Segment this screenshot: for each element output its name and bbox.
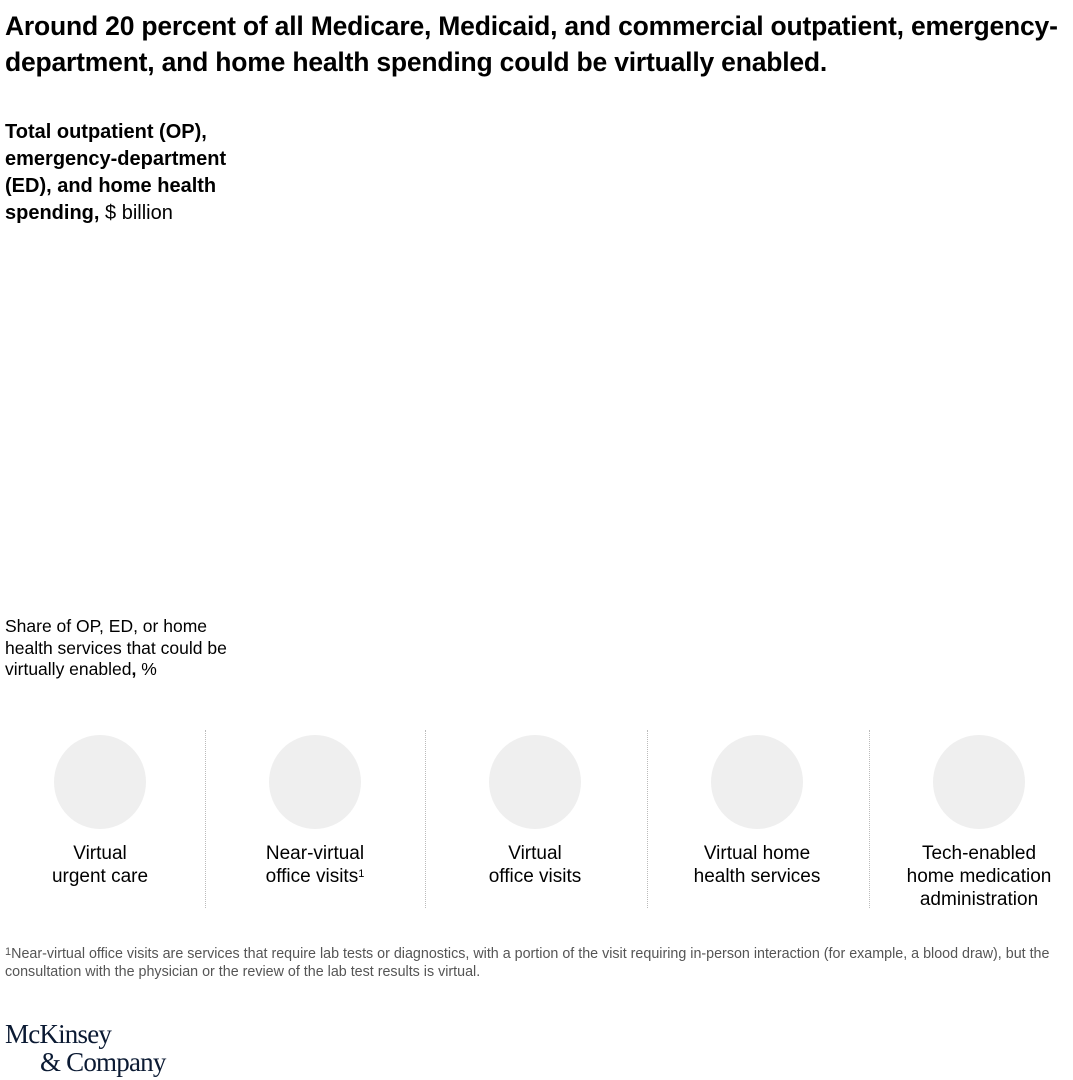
category-line: Virtual bbox=[425, 842, 645, 865]
category-label: Virtual home health services bbox=[647, 842, 867, 888]
logo-line: & Company bbox=[40, 1047, 166, 1077]
category-line: office visits bbox=[425, 865, 645, 888]
spending-label: Total outpatient (OP), emergency-departm… bbox=[5, 119, 275, 227]
category-line: administration bbox=[869, 888, 1073, 911]
category-line: Virtual bbox=[0, 842, 210, 865]
category-line: home medication bbox=[869, 865, 1073, 888]
footnote-text: Near-virtual office visits are services … bbox=[5, 946, 1050, 980]
logo-line: McKinsey bbox=[5, 1019, 112, 1049]
column-divider bbox=[205, 730, 206, 908]
category-label: Virtual urgent care bbox=[0, 842, 210, 888]
share-unit: % bbox=[141, 659, 157, 679]
category-label: Virtual office visits bbox=[425, 842, 645, 888]
category-text: health services bbox=[693, 866, 821, 887]
category-text: administration bbox=[919, 889, 1039, 910]
spending-label-text: Total outpatient (OP), emergency-departm… bbox=[5, 121, 227, 224]
share-separator: , bbox=[131, 659, 137, 679]
category-line: urgent care bbox=[0, 865, 210, 888]
category-label: Tech-enabled home medication administratio… bbox=[869, 842, 1073, 911]
logo: McKinsey & Company bbox=[5, 1020, 166, 1076]
title: Around 20 percent of all Medicare, Medic… bbox=[5, 11, 1058, 77]
footnote-marker: 1 bbox=[5, 946, 12, 958]
placeholder-circle bbox=[269, 735, 361, 829]
column-divider bbox=[869, 730, 870, 908]
category-text: Near-virtual bbox=[265, 843, 365, 864]
placeholder-circle bbox=[933, 735, 1025, 829]
footnote-marker: 1 bbox=[358, 868, 365, 880]
category-text: office visits bbox=[265, 866, 359, 887]
share-label: Share of OP, ED, or home health services… bbox=[5, 616, 235, 681]
category-line: Tech-enabled bbox=[869, 842, 1073, 865]
category-text: home medication bbox=[906, 866, 1052, 887]
column-divider bbox=[647, 730, 648, 908]
share-label-text: Share of OP, ED, or home health services… bbox=[5, 616, 227, 679]
placeholder-circle bbox=[489, 735, 581, 829]
category-text: Virtual bbox=[73, 843, 127, 864]
category-text: office visits bbox=[488, 866, 582, 887]
spending-unit: $ billion bbox=[105, 202, 173, 224]
category-text: urgent care bbox=[51, 866, 149, 887]
category-text: Virtual bbox=[508, 843, 562, 864]
footnote: 1Near-virtual office visits are services… bbox=[5, 946, 1065, 981]
category-line: health services bbox=[647, 865, 867, 888]
placeholder-circle bbox=[54, 735, 146, 829]
category-line: Near-virtual bbox=[205, 842, 425, 865]
category-text: Virtual home bbox=[703, 843, 811, 864]
category-text: Tech-enabled bbox=[921, 843, 1037, 864]
category-line: Virtual home bbox=[647, 842, 867, 865]
placeholder-circle bbox=[711, 735, 803, 829]
column-divider bbox=[425, 730, 426, 908]
category-line: office visits1 bbox=[205, 865, 425, 888]
category-label: Near-virtual office visits1 bbox=[205, 842, 425, 888]
